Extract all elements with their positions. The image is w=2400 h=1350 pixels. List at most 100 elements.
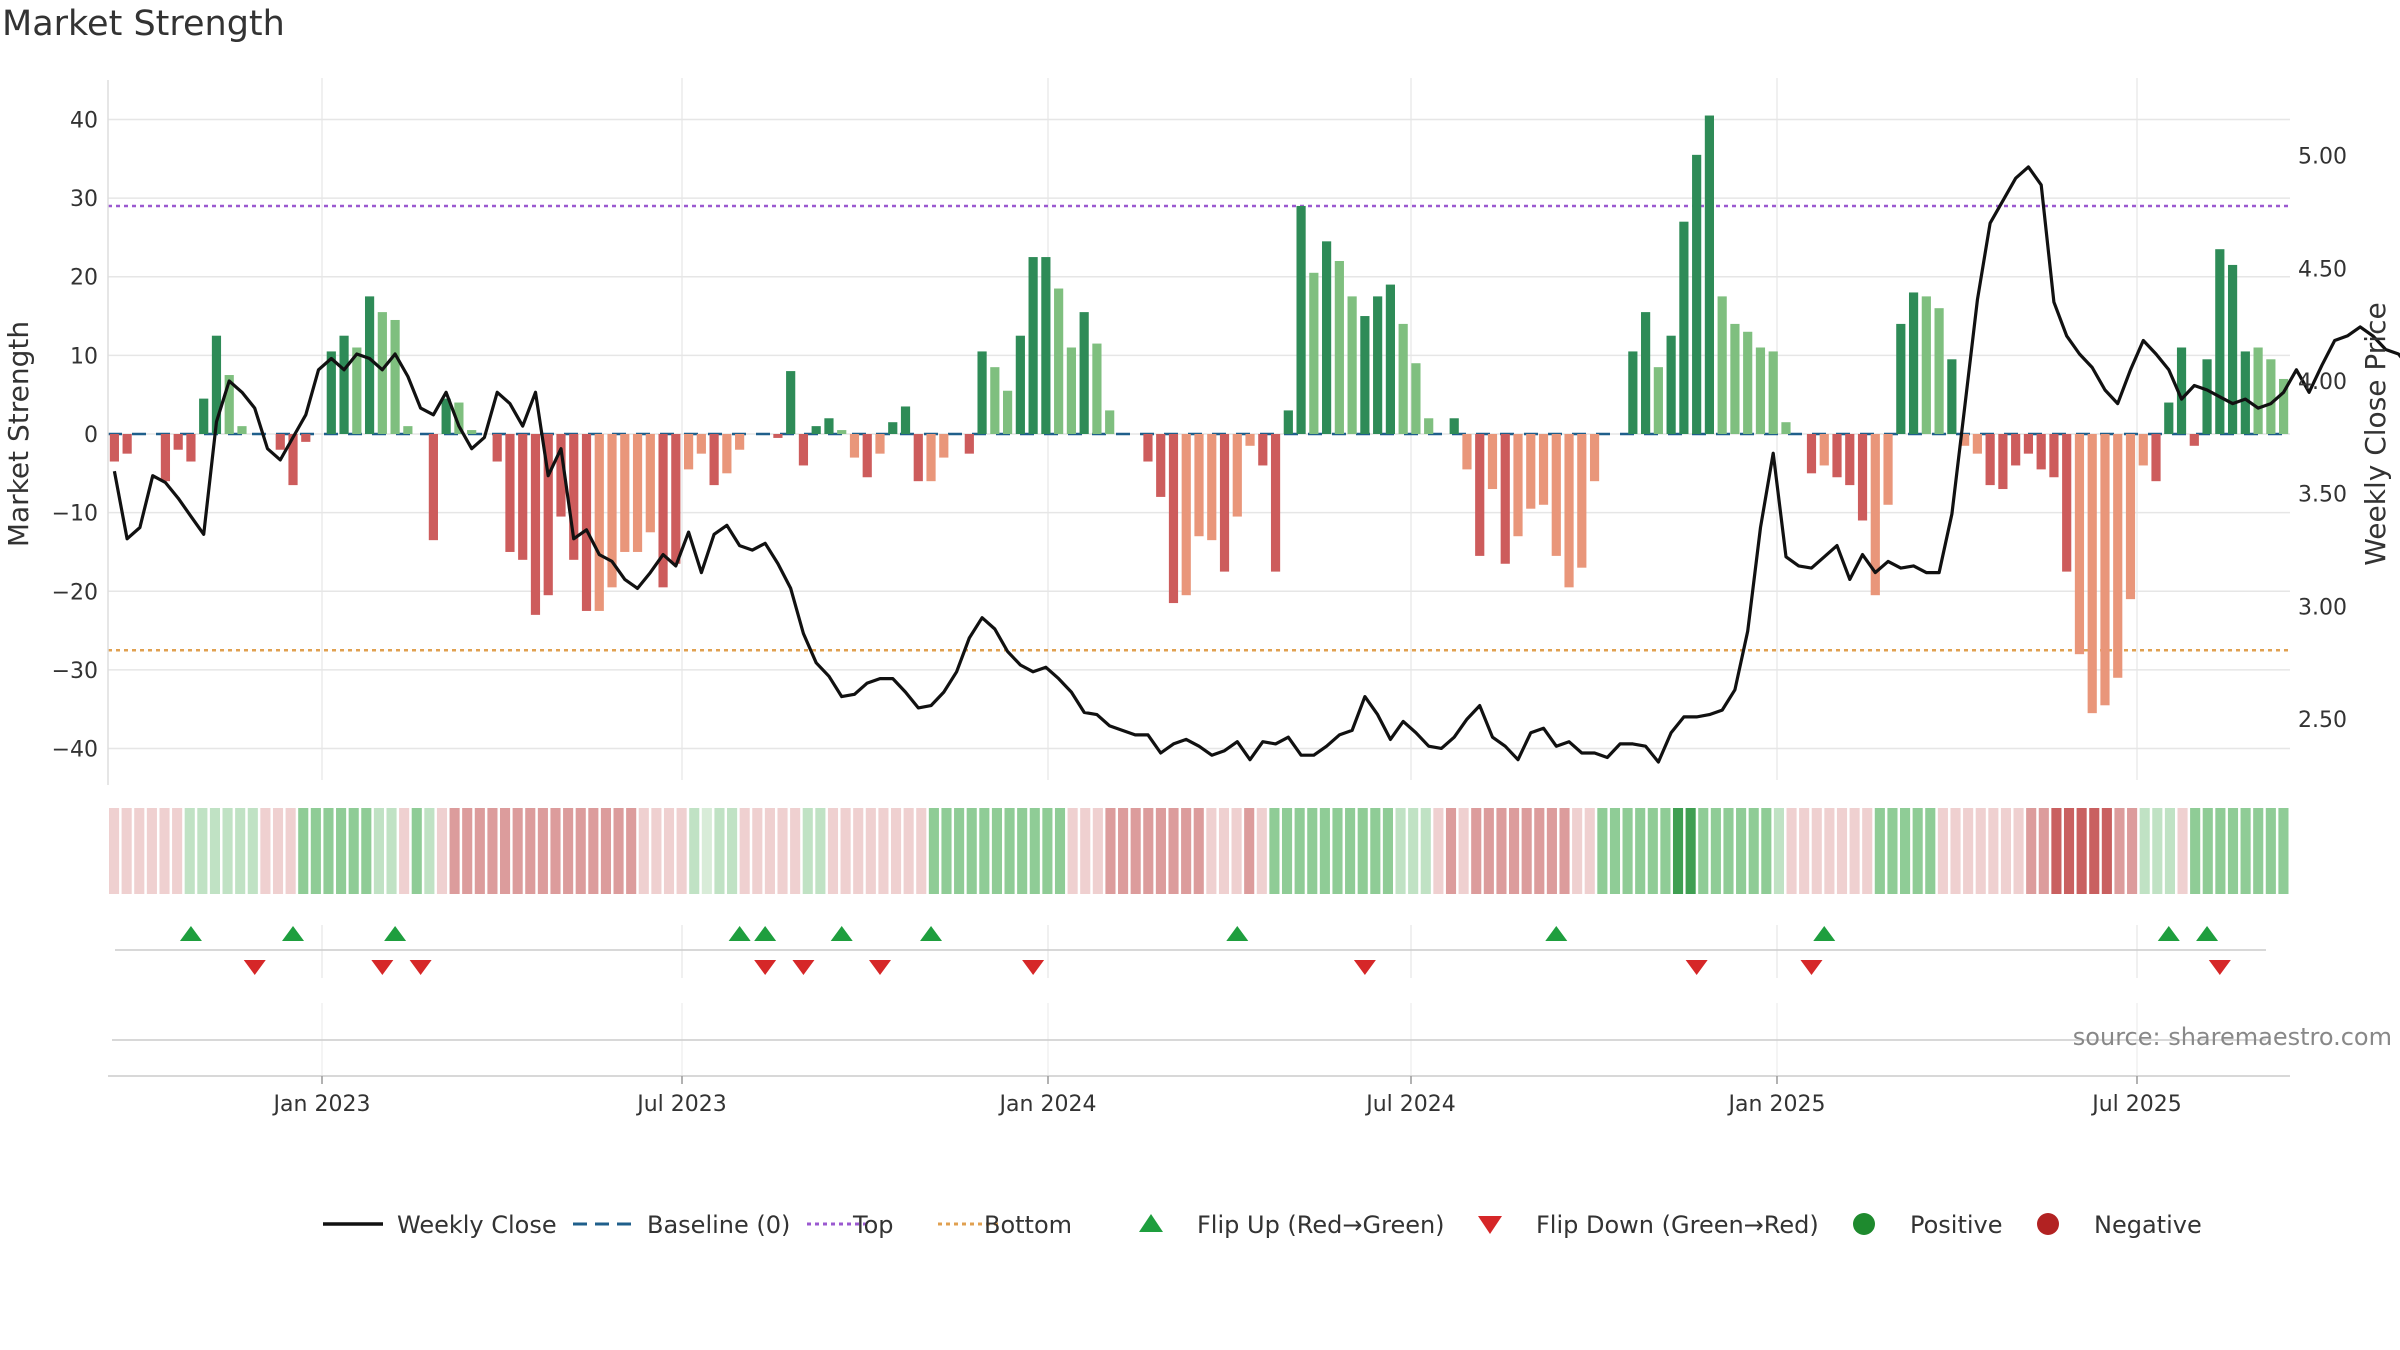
- strength-bar: [1334, 261, 1344, 434]
- band-cell: [2215, 808, 2226, 894]
- strength-bar: [1666, 335, 1676, 434]
- flip-up-marker: [179, 926, 202, 941]
- band-cell: [1937, 808, 1948, 894]
- band-cell: [727, 808, 738, 894]
- strength-bar: [2202, 359, 2212, 434]
- band-cell: [1786, 808, 1797, 894]
- band-cell: [827, 808, 839, 894]
- band-cell: [399, 808, 410, 894]
- strength-bar: [1156, 434, 1166, 497]
- flip-down-marker: [868, 960, 891, 975]
- strength-bar: [2062, 434, 2072, 572]
- strength-bar: [2189, 434, 2199, 446]
- strength-bar: [160, 434, 171, 482]
- y-left-tick-label: 30: [70, 187, 98, 212]
- strength-bar: [926, 434, 936, 482]
- band-cell: [1509, 808, 1520, 894]
- band-cell: [1408, 808, 1419, 894]
- band-cell: [1824, 808, 1835, 894]
- band-cell: [1483, 808, 1494, 894]
- band-cell: [1080, 808, 1091, 894]
- strength-bar: [275, 434, 285, 450]
- flip-up-marker: [2157, 926, 2180, 941]
- strength-bar: [1207, 434, 1217, 541]
- band-cell: [1042, 808, 1053, 894]
- band-cell: [1307, 808, 1318, 894]
- band-cell: [1710, 808, 1721, 894]
- band-cell: [2253, 808, 2264, 894]
- strength-bar: [671, 434, 681, 564]
- x-tick-label: Jan 2025: [1727, 1092, 1826, 1117]
- strength-bar: [326, 351, 336, 434]
- y-left-tick-label: −20: [52, 580, 98, 605]
- x-tick-label: Jan 2023: [272, 1092, 371, 1117]
- strength-bar: [913, 434, 923, 482]
- y-left-tick-label: 20: [70, 266, 98, 291]
- band-cell: [1118, 808, 1129, 894]
- strength-bar: [441, 398, 451, 434]
- band-cell: [689, 808, 700, 894]
- strength-bar: [352, 347, 362, 434]
- band-cell: [903, 808, 914, 894]
- strength-bar: [1934, 308, 1944, 434]
- strength-bar: [837, 430, 847, 434]
- strength-bar: [1513, 434, 1523, 537]
- band-cell: [2000, 808, 2012, 894]
- strength-bar: [1551, 434, 1561, 556]
- axes: 40 30 20 10 0 −10 −20 −30 −40 5.00 4.50 4.00 3.50 3.0…: [2, 80, 2392, 785]
- strength-bar: [1832, 434, 1842, 478]
- strength-bar: [1015, 335, 1025, 434]
- band-cell: [285, 808, 296, 894]
- legend-symbol: [1139, 1214, 1163, 1232]
- strength-bar: [1628, 351, 1638, 434]
- strength-bar: [594, 434, 604, 611]
- band-cell: [550, 808, 561, 894]
- x-axis: Jan 2023 Jul 2023 Jan 2024 Jul 2024 Jan 2025…: [108, 1075, 2290, 1117]
- strength-bar: [1168, 434, 1179, 604]
- strength-bar: [2176, 347, 2187, 434]
- flip-down-marker: [1022, 960, 1045, 975]
- strength-bar: [990, 367, 1000, 434]
- flip-down-marker: [792, 960, 815, 975]
- strength-bar: [581, 434, 592, 611]
- strength-bar: [1870, 434, 1880, 596]
- band-cell: [1862, 808, 1873, 894]
- band-cell: [752, 808, 763, 894]
- flip-up-marker: [830, 926, 853, 941]
- band-cell: [991, 808, 1003, 894]
- strength-bar: [1704, 115, 1715, 434]
- strength-bar: [1181, 434, 1191, 596]
- band-cell: [2114, 808, 2125, 894]
- band-cell: [222, 808, 233, 894]
- band-cell: [663, 808, 675, 894]
- strength-bar: [1258, 434, 1268, 466]
- band-cell: [1471, 808, 1482, 894]
- band-cell: [764, 808, 775, 894]
- y-left-tick-label: −40: [52, 738, 98, 763]
- band-cell: [537, 808, 548, 894]
- flip-up-marker: [282, 926, 305, 941]
- flip-up-marker: [728, 926, 751, 941]
- band-cell: [714, 808, 725, 894]
- band-cell: [1597, 808, 1608, 894]
- flip-down-marker: [754, 960, 777, 975]
- x-tick-label: Jul 2024: [1364, 1092, 1456, 1117]
- y-right-axis-title: Weekly Close Price: [2359, 302, 2392, 565]
- strength-bar: [339, 335, 349, 434]
- band-cell: [1900, 808, 1911, 894]
- strength-bar: [1692, 154, 1702, 434]
- strength-bar: [964, 434, 974, 454]
- band-cell: [1395, 808, 1406, 894]
- strength-bar: [811, 426, 821, 434]
- strength-bar: [1194, 434, 1204, 537]
- band-cell: [1761, 808, 1772, 894]
- band-cell: [1963, 808, 1974, 894]
- y-right-tick-label: 4.50: [2298, 257, 2347, 282]
- band-cell: [1054, 808, 1066, 894]
- band-cell: [1269, 808, 1280, 894]
- strength-bar: [1755, 347, 1766, 434]
- strength-bar: [2036, 434, 2046, 470]
- legend-symbol: [1853, 1213, 1875, 1235]
- band-cell: [411, 808, 422, 894]
- y-left-tick-label: 10: [70, 344, 98, 369]
